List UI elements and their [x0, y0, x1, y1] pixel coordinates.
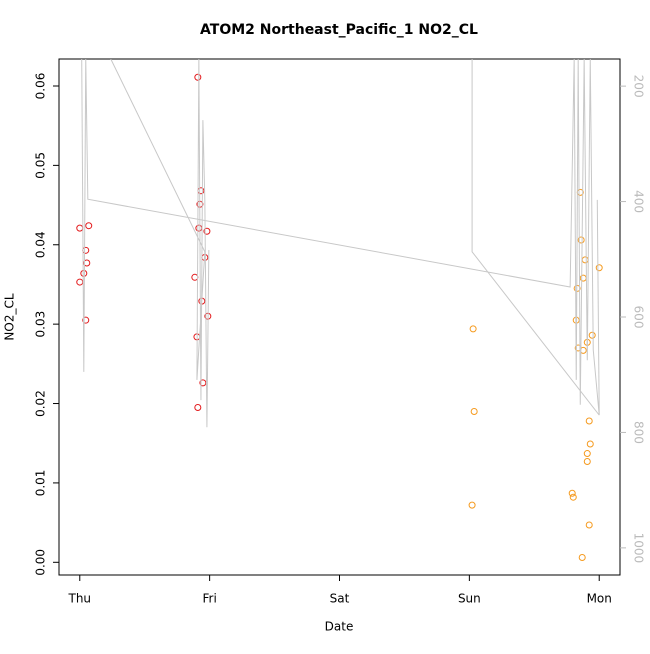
point — [568, 489, 576, 497]
x-tick-label: Mon — [587, 592, 612, 606]
point — [468, 501, 476, 509]
pressure-line — [81, 59, 600, 428]
point — [578, 554, 586, 562]
y-tick-label: 0.05 — [34, 152, 48, 179]
point — [569, 493, 577, 501]
point — [191, 273, 199, 281]
y2-tick-label: 800 — [632, 421, 646, 444]
point — [583, 450, 591, 458]
x-tick-label: Fri — [202, 592, 216, 606]
point — [199, 379, 207, 387]
point — [588, 331, 596, 339]
point — [76, 278, 84, 286]
point — [80, 269, 88, 277]
point — [83, 259, 91, 267]
point — [194, 403, 202, 411]
y2-tick-label: 1000 — [632, 533, 646, 564]
point — [586, 440, 594, 448]
point — [469, 325, 477, 333]
y2-tick-label: 200 — [632, 75, 646, 98]
point — [585, 521, 593, 529]
point — [581, 256, 589, 264]
chart-title: ATOM2 Northeast_Pacific_1 NO2_CL — [200, 22, 478, 38]
point — [76, 224, 84, 232]
point — [579, 274, 587, 282]
point — [194, 73, 202, 81]
y-tick-label: 0.03 — [34, 311, 48, 338]
point — [577, 236, 585, 244]
point — [85, 222, 93, 230]
y-tick-label: 0.00 — [34, 549, 48, 576]
y-tick-label: 0.04 — [34, 231, 48, 258]
point — [595, 264, 603, 272]
y-axis-label: NO2_CL — [3, 293, 17, 340]
y2-tick-label: 400 — [632, 190, 646, 213]
plot-frame — [58, 58, 621, 576]
point — [203, 227, 211, 235]
point — [585, 417, 593, 425]
point — [583, 457, 591, 465]
x-axis-label: Date — [325, 620, 354, 634]
point — [470, 407, 478, 415]
point — [82, 316, 90, 324]
y2-tick-label: 600 — [632, 306, 646, 329]
point — [82, 246, 90, 254]
y-tick-label: 0.01 — [34, 470, 48, 497]
y-tick-label: 0.02 — [34, 390, 48, 417]
point — [195, 224, 203, 232]
y-tick-label: 0.06 — [34, 73, 48, 100]
x-tick-label: Sat — [330, 592, 350, 606]
x-tick-label: Thu — [68, 592, 92, 606]
point — [197, 187, 205, 195]
plot-area — [76, 59, 603, 562]
x-tick-label: Sun — [458, 592, 481, 606]
